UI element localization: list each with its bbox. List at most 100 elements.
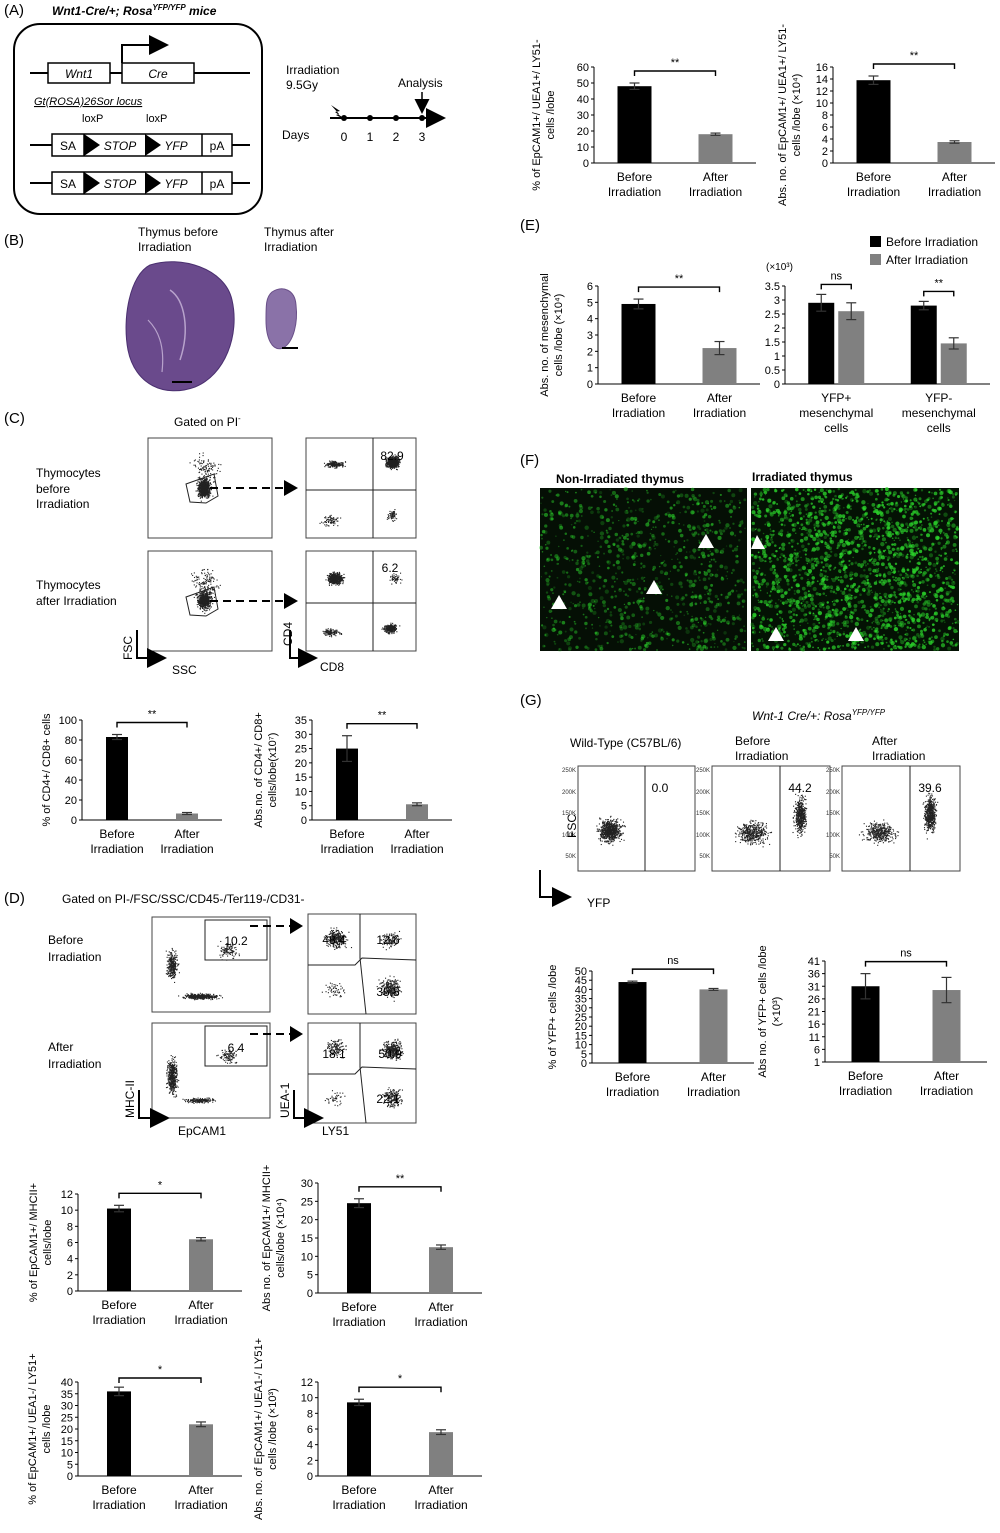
event-dot <box>338 631 340 633</box>
event-dot <box>209 479 211 481</box>
event-dot <box>169 1064 171 1066</box>
event-dot <box>394 514 396 516</box>
event-dot <box>326 465 328 467</box>
event-dot <box>166 1068 169 1070</box>
event-dot <box>212 998 214 1001</box>
event-dot <box>386 628 388 630</box>
event-dot <box>393 515 395 517</box>
event-dot <box>392 516 394 518</box>
event-dot <box>200 488 202 490</box>
event-dot <box>203 594 205 596</box>
event-dot <box>201 481 203 483</box>
event-dot <box>171 971 173 973</box>
event-dot <box>388 630 390 632</box>
event-dot <box>204 597 206 599</box>
event-dot <box>202 494 204 496</box>
event-dot <box>205 581 207 584</box>
event-dot <box>171 1085 173 1087</box>
event-dot <box>169 1067 172 1069</box>
event-dot <box>204 590 206 593</box>
event-dot <box>207 994 209 996</box>
event-dot <box>205 467 207 469</box>
event-dot <box>332 580 334 582</box>
event-dot <box>201 569 203 571</box>
event-dot <box>202 480 204 482</box>
event-dot <box>170 953 172 955</box>
event-dot <box>393 511 395 513</box>
event-dot <box>337 465 339 467</box>
event-dot <box>171 975 173 977</box>
event-dot <box>386 625 388 628</box>
event-dot <box>334 573 336 575</box>
event-dot <box>392 513 394 515</box>
event-dot <box>199 604 201 606</box>
event-dot <box>191 1099 193 1101</box>
event-dot <box>173 1063 175 1065</box>
event-dot <box>205 1098 207 1100</box>
event-dot <box>224 948 226 950</box>
event-dot <box>200 997 202 999</box>
event-dot <box>202 1099 204 1101</box>
event-dot <box>330 633 333 635</box>
event-dot <box>210 462 212 464</box>
event-dot <box>336 583 338 586</box>
event-dot <box>202 482 204 484</box>
event-dot <box>170 964 172 966</box>
event-dot <box>332 579 334 581</box>
event-dot <box>186 995 188 998</box>
event-dot <box>210 473 212 475</box>
event-dot <box>211 466 214 468</box>
event-dot <box>397 458 399 460</box>
event-dot <box>196 996 198 998</box>
event-dot <box>392 626 394 628</box>
event-dot <box>201 607 204 609</box>
event-dot <box>205 473 207 475</box>
event-dot <box>206 477 208 479</box>
event-dot <box>388 458 391 460</box>
event-dot <box>205 497 207 499</box>
event-dot <box>335 463 337 465</box>
event-dot <box>205 583 207 585</box>
event-dot <box>210 999 212 1001</box>
event-dot <box>331 519 333 522</box>
event-dot <box>167 1078 169 1080</box>
event-dot <box>192 997 194 999</box>
event-dot <box>201 581 203 584</box>
event-dot <box>204 587 206 589</box>
event-dot <box>226 949 228 951</box>
event-dot <box>330 573 333 575</box>
event-dot <box>216 998 218 1000</box>
event-dot <box>187 1100 189 1102</box>
event-dot <box>168 963 170 965</box>
event-dot <box>168 1077 170 1079</box>
event-dot <box>395 513 397 515</box>
event-dot <box>390 467 392 469</box>
event-dot <box>330 462 332 464</box>
event-dot <box>336 581 338 583</box>
event-dot <box>337 520 339 522</box>
event-dot <box>175 1075 177 1077</box>
event-dot <box>396 463 398 465</box>
event-dot <box>175 1077 177 1079</box>
event-dot <box>384 457 386 459</box>
event-dot <box>200 483 202 485</box>
event-dot <box>395 573 397 576</box>
event-dot <box>332 517 334 519</box>
event-dot <box>208 592 210 594</box>
event-dot <box>339 575 342 577</box>
event-dot <box>178 972 180 974</box>
event-dot <box>210 573 212 575</box>
event-dot <box>392 467 394 469</box>
event-dot <box>332 574 334 576</box>
event-dot <box>395 460 397 462</box>
event-dot <box>334 575 336 577</box>
event-dot <box>335 465 337 467</box>
event-dot <box>207 485 209 487</box>
event-dot <box>331 581 333 583</box>
event-dot <box>201 583 203 585</box>
event-dot <box>394 580 396 582</box>
event-dot <box>172 1064 174 1067</box>
event-dot <box>209 605 211 607</box>
event-dot <box>212 469 214 471</box>
event-dot <box>171 1087 173 1089</box>
